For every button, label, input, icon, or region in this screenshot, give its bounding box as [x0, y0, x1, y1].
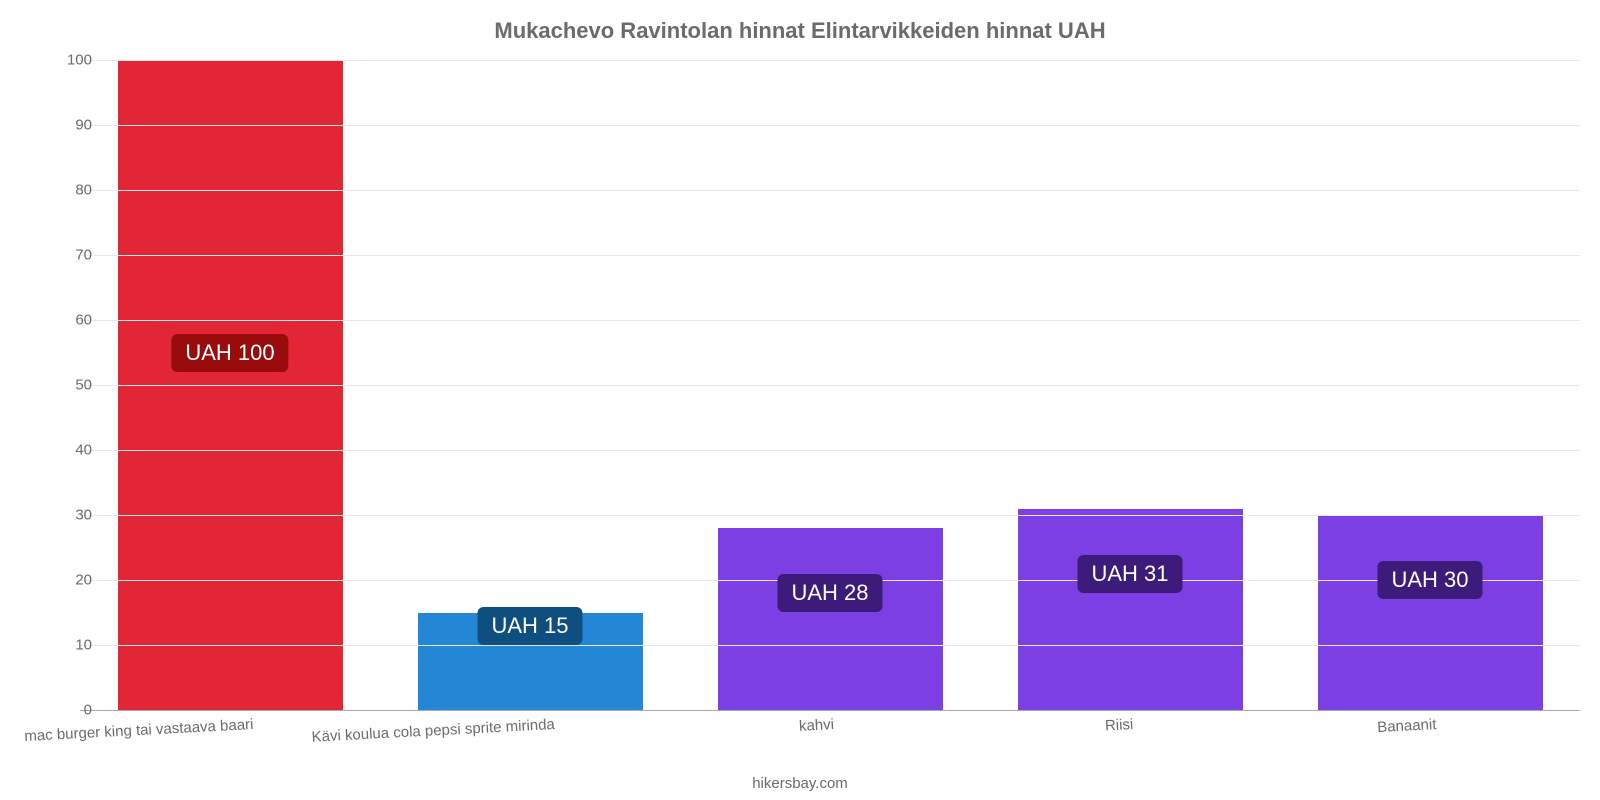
- bar: [1318, 515, 1543, 710]
- y-tick-label: 80: [75, 182, 92, 199]
- bar-value-label: UAH 100: [171, 334, 288, 372]
- gridline: [80, 60, 1580, 61]
- gridline: [80, 515, 1580, 516]
- gridline: [80, 320, 1580, 321]
- chart-title: Mukachevo Ravintolan hinnat Elintarvikke…: [0, 18, 1600, 44]
- bar: [1018, 509, 1243, 711]
- bar-value-label: UAH 31: [1077, 555, 1182, 593]
- y-tick-label: 20: [75, 572, 92, 589]
- gridline: [80, 190, 1580, 191]
- x-tick-label: Kävi koulua cola pepsi sprite mirinda: [311, 716, 555, 746]
- x-tick-label: Riisi: [1105, 716, 1134, 734]
- bar-value-label: UAH 30: [1377, 561, 1482, 599]
- y-tick-label: 40: [75, 442, 92, 459]
- y-tick-label: 60: [75, 312, 92, 329]
- y-tick-label: 0: [84, 702, 92, 719]
- y-tick-label: 100: [67, 52, 92, 69]
- chart-container: Mukachevo Ravintolan hinnat Elintarvikke…: [0, 0, 1600, 800]
- bar: [718, 528, 943, 710]
- y-tick-label: 30: [75, 507, 92, 524]
- y-tick-label: 70: [75, 247, 92, 264]
- x-axis-line: [80, 710, 1580, 711]
- y-tick-label: 50: [75, 377, 92, 394]
- gridline: [80, 645, 1580, 646]
- x-tick-label: kahvi: [799, 716, 835, 735]
- x-tick-label: Banaanit: [1377, 716, 1437, 736]
- y-tick-label: 90: [75, 117, 92, 134]
- gridline: [80, 125, 1580, 126]
- gridline: [80, 450, 1580, 451]
- gridline: [80, 385, 1580, 386]
- plot-area: UAH 100 UAH 15 UAH 28 UAH 31 UAH 30: [80, 60, 1580, 710]
- bar-value-label: UAH 28: [777, 574, 882, 612]
- bar-value-label: UAH 15: [477, 607, 582, 645]
- y-tick-label: 10: [75, 637, 92, 654]
- x-tick-label: mac burger king tai vastaava baari: [24, 716, 254, 745]
- gridline: [80, 255, 1580, 256]
- chart-caption: hikersbay.com: [0, 775, 1600, 792]
